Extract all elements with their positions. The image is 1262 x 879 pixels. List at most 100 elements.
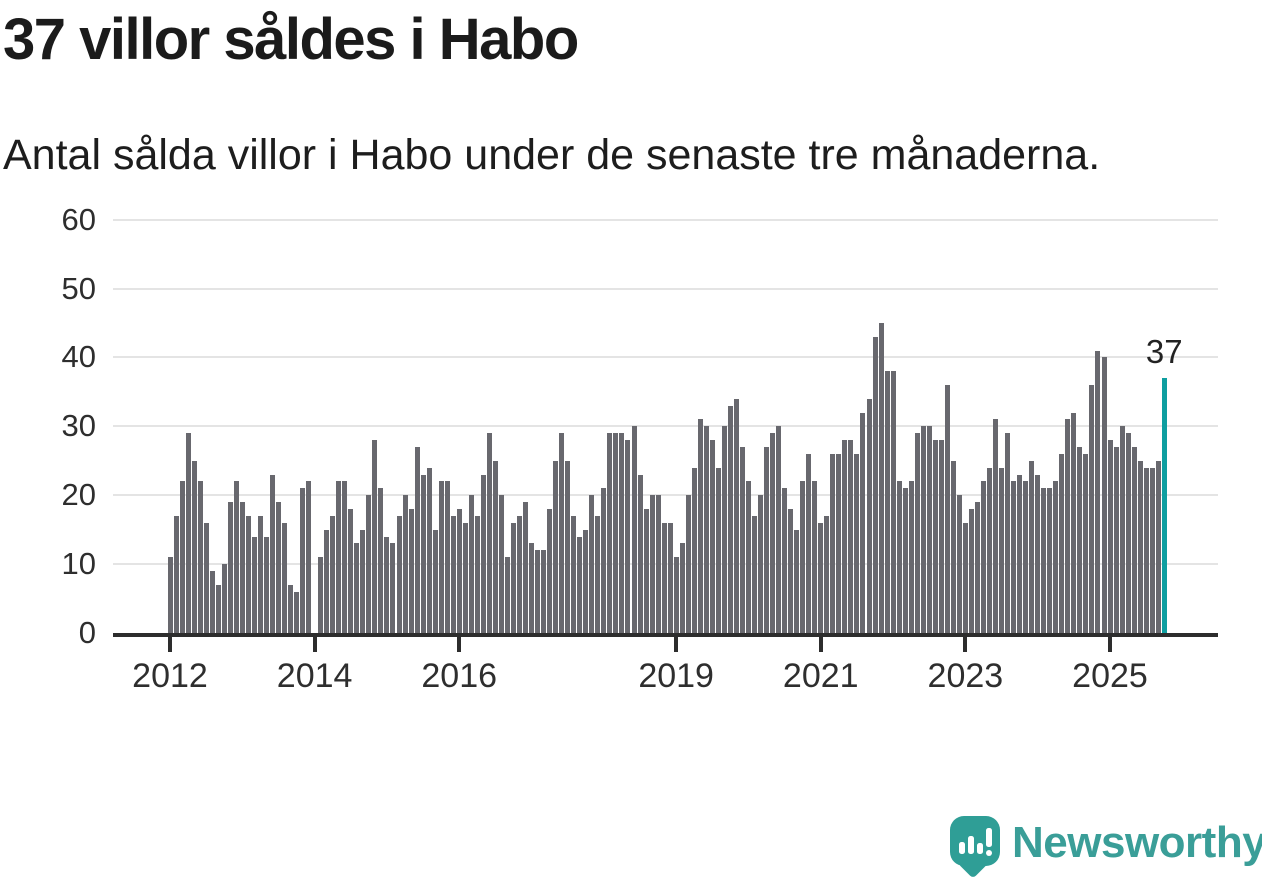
bar: [1089, 385, 1095, 633]
bar: [1029, 461, 1035, 633]
bar: [523, 502, 528, 633]
bar: [336, 481, 342, 633]
bar: [221, 564, 227, 633]
bar: [450, 516, 456, 633]
bar: [282, 523, 287, 633]
bar: [974, 502, 980, 633]
gridline: [113, 425, 1218, 428]
bar: [444, 481, 450, 633]
bar: [263, 537, 269, 633]
bar: [794, 530, 800, 633]
bar: [878, 323, 884, 633]
exclamation-dot-icon: [986, 850, 992, 856]
bar: [884, 371, 890, 633]
bar: [752, 516, 757, 633]
bar: [276, 502, 281, 633]
x-axis-tick: [1107, 637, 1112, 652]
newsworthy-wordmark: Newsworthy: [1012, 818, 1262, 867]
bar: [1095, 351, 1101, 633]
bar: [1065, 419, 1071, 633]
bar: [1059, 454, 1065, 633]
bar: [456, 509, 462, 633]
y-axis-tick-label: 40: [61, 339, 96, 375]
bar: [830, 454, 836, 633]
bar: [300, 488, 306, 633]
bar: [511, 523, 516, 633]
bar: [438, 481, 444, 633]
bar: [999, 468, 1004, 633]
bar: [764, 447, 769, 633]
bar: [1149, 468, 1155, 633]
bar: [1131, 447, 1137, 633]
y-axis-tick-label: 10: [61, 546, 96, 582]
gridline: [113, 287, 1218, 290]
bar: [890, 371, 896, 633]
bar: [625, 440, 631, 633]
bar: [926, 426, 932, 633]
gridline: [113, 356, 1218, 359]
bar: [1119, 426, 1125, 633]
bar: [860, 413, 866, 633]
bar: [215, 585, 221, 633]
bar: [944, 385, 950, 633]
bar: [251, 537, 257, 633]
bar: [806, 454, 812, 633]
bar: [1053, 481, 1059, 633]
x-axis-tick-label: 2016: [421, 657, 498, 695]
x-axis-tick-label: 2019: [638, 657, 714, 695]
bar: [541, 550, 547, 633]
bar: [203, 523, 209, 633]
bar: [1125, 433, 1131, 633]
bar: [468, 495, 474, 633]
bar: [661, 523, 667, 633]
bar: [517, 516, 522, 633]
bar: [1041, 488, 1047, 633]
bar: [902, 488, 908, 633]
bar: [987, 468, 992, 633]
bar: [197, 481, 203, 633]
x-axis-tick: [168, 637, 172, 652]
x-axis-tick-label: 2014: [276, 657, 353, 695]
bar: [432, 530, 438, 633]
newsworthy-logo-icon: [950, 816, 1000, 879]
y-axis-tick-label: 30: [61, 408, 96, 444]
bar: [384, 537, 390, 633]
bar: [480, 475, 486, 633]
chart-bar-icon: [968, 836, 974, 854]
x-axis-tick-label: 2025: [1072, 657, 1148, 695]
x-axis-tick: [457, 637, 462, 652]
bar: [498, 495, 504, 633]
x-axis-line: [113, 633, 1218, 637]
bar: [1017, 475, 1023, 633]
bar: [185, 433, 191, 633]
bar: [1113, 447, 1119, 633]
bar: [486, 433, 492, 633]
bar: [613, 433, 619, 633]
bar: [896, 481, 902, 633]
bar: [812, 481, 818, 633]
bar: [239, 502, 245, 633]
bar: [1107, 440, 1113, 633]
bar: [733, 399, 739, 633]
y-axis-tick-label: 60: [61, 201, 96, 237]
bar: [691, 468, 697, 633]
bar: [408, 509, 414, 633]
bar: [697, 419, 703, 633]
bar: [233, 481, 239, 633]
bar: [589, 495, 595, 633]
bar: [372, 440, 378, 633]
bar: [414, 447, 420, 633]
bar: [396, 516, 402, 633]
bar: [420, 475, 426, 633]
highlight-bar: [1161, 378, 1167, 633]
bar: [474, 516, 480, 633]
bar: [746, 481, 751, 633]
bar: [914, 433, 920, 633]
bar: [727, 406, 733, 633]
bar: [390, 543, 396, 633]
bar: [504, 557, 510, 633]
bar: [932, 440, 938, 633]
bar: [818, 523, 824, 633]
bar: [709, 440, 715, 633]
bar: [667, 523, 673, 633]
